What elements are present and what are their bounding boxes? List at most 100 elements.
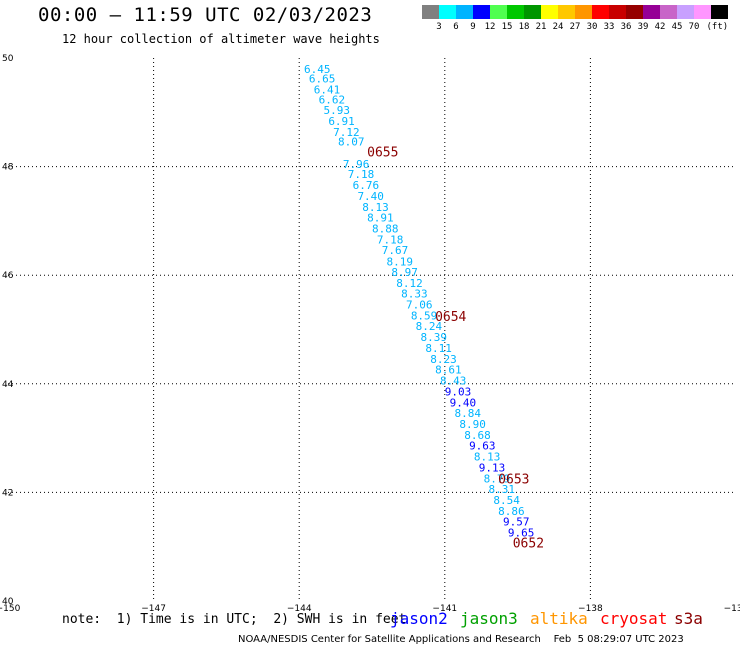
y-tick-label: 40 <box>2 597 14 607</box>
satellite-altika: altika <box>530 609 588 628</box>
legend-label: 15 <box>501 22 513 32</box>
x-tick-label: −150 <box>0 604 21 614</box>
x-tick-label: −138 <box>578 604 603 614</box>
x-tick-label: −144 <box>287 604 312 614</box>
swh-data-point: 9.63 <box>469 440 496 453</box>
y-tick-label: 42 <box>2 488 13 498</box>
swh-data-point: 8.97 <box>391 266 418 279</box>
time-label: 0653 <box>498 472 529 487</box>
swh-data-point: 8.13 <box>362 201 389 214</box>
legend-swatch <box>524 5 541 19</box>
swh-data-point: 8.54 <box>493 494 520 507</box>
swh-data-point: 9.03 <box>445 385 472 398</box>
swh-data-point: 8.88 <box>372 223 399 236</box>
legend-label: 18 <box>518 22 530 32</box>
credit-line: NOAA/NESDIS Center for Satellite Applica… <box>238 634 684 645</box>
legend-label: 42 <box>654 22 666 32</box>
swh-data-point: 9.13 <box>479 461 506 474</box>
swh-data-point: 8.31 <box>488 483 514 496</box>
swh-data-point: 8.68 <box>464 429 491 442</box>
legend-swatch <box>711 5 728 19</box>
legend-swatch <box>575 5 592 19</box>
swh-data-point: 7.18 <box>348 168 375 181</box>
legend-label: 70 <box>688 22 700 32</box>
x-tick-label: −147 <box>141 604 166 614</box>
legend-swatch <box>677 5 694 19</box>
swh-data-point: 8.13 <box>474 451 501 464</box>
satellite-s3a: s3a <box>674 609 703 628</box>
y-tick-label: 48 <box>2 163 14 173</box>
footer-note: note: 1) Time is in UTC; 2) SWH is in fe… <box>62 612 407 627</box>
swh-data-point: 8.11 <box>425 342 452 355</box>
legend-swatch <box>541 5 558 19</box>
legend-label: (ft) <box>706 22 729 32</box>
swh-data-point: 8.24 <box>416 320 443 333</box>
legend-label: 45 <box>671 22 683 32</box>
legend-swatch <box>422 5 439 19</box>
legend-swatch <box>660 5 677 19</box>
legend-swatch <box>558 5 575 19</box>
legend-label: 9 <box>470 22 476 32</box>
swh-data-point: 9.40 <box>450 396 477 409</box>
satellite-jason2: jason2 <box>390 609 448 628</box>
swh-data-point: 8.12 <box>396 277 423 290</box>
swh-data-point: 8.90 <box>459 418 486 431</box>
satellite-cryosat: cryosat <box>600 609 668 628</box>
swh-data-point: 8.84 <box>455 407 482 420</box>
legend-swatch <box>490 5 507 19</box>
swh-data-point: 6.45 <box>304 63 331 76</box>
legend-swatch <box>507 5 524 19</box>
legend-label: 39 <box>637 22 649 32</box>
swh-data-point: 8.91 <box>367 212 394 225</box>
legend-swatch <box>592 5 609 19</box>
legend-label: 36 <box>620 22 632 32</box>
swh-data-point: 6.76 <box>353 179 380 192</box>
swh-data-point: 6.65 <box>309 73 336 86</box>
page-title: 00:00 – 11:59 UTC 02/03/2023 <box>38 4 373 26</box>
legend-swatch <box>694 5 711 19</box>
swh-data-point: 8.61 <box>435 364 462 377</box>
legend-label: 30 <box>586 22 598 32</box>
legend-swatch <box>626 5 643 19</box>
swh-data-point: 8.43 <box>440 375 467 388</box>
swh-data-point: 7.12 <box>333 126 360 139</box>
x-tick-label: −135 <box>724 604 740 614</box>
swh-data-point: 8.79 <box>484 472 511 485</box>
page-subtitle: 12 hour collection of altimeter wave hei… <box>62 32 380 46</box>
legend-swatch <box>456 5 473 19</box>
legend-swatch <box>473 5 490 19</box>
time-label: 0652 <box>513 536 544 551</box>
legend-label: 24 <box>552 22 564 32</box>
legend-swatch <box>643 5 660 19</box>
legend-label: 21 <box>535 22 547 32</box>
swh-data-point: 8.86 <box>498 505 524 518</box>
swh-data-point: 5.93 <box>323 104 350 117</box>
swh-data-point: 9.57 <box>503 516 530 529</box>
satellite-jason3: jason3 <box>460 609 518 628</box>
y-tick-label: 50 <box>2 54 14 64</box>
swh-data-point: 8.39 <box>421 331 448 344</box>
swh-data-point: 8.23 <box>430 353 457 366</box>
swh-data-point: 7.06 <box>406 299 433 312</box>
swh-data-point: 7.67 <box>382 244 409 257</box>
legend-label: 3 <box>436 22 442 32</box>
swh-data-point: 7.18 <box>377 233 404 246</box>
y-tick-label: 44 <box>2 380 14 390</box>
swh-data-point: 7.96 <box>343 158 370 171</box>
swh-data-point: 8.19 <box>387 256 414 269</box>
swh-data-point: 7.40 <box>357 190 384 203</box>
swh-data-point: 6.41 <box>314 83 341 96</box>
swh-data-point: 8.07 <box>338 136 365 149</box>
x-tick-label: −141 <box>432 604 457 614</box>
swh-data-point: 6.62 <box>319 93 346 106</box>
time-label: 0655 <box>367 145 398 160</box>
legend-swatch <box>609 5 626 19</box>
legend-swatch <box>439 5 456 19</box>
y-tick-label: 46 <box>2 271 14 281</box>
time-label: 0654 <box>435 310 466 325</box>
legend-label: 27 <box>569 22 581 32</box>
swh-data-point: 6.91 <box>328 115 355 128</box>
legend-label: 6 <box>453 22 459 32</box>
